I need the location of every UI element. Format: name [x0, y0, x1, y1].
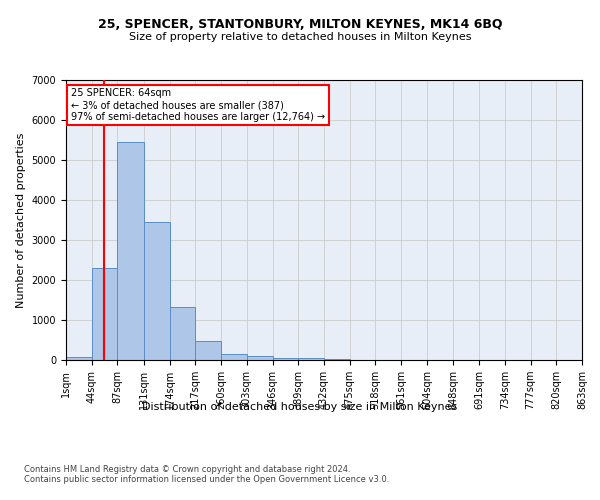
Bar [144, 222, 170, 360]
Text: Contains HM Land Registry data © Crown copyright and database right 2024.
Contai: Contains HM Land Registry data © Crown c… [24, 465, 389, 484]
Bar [66, 357, 92, 360]
Text: 25, SPENCER, STANTONBURY, MILTON KEYNES, MK14 6BQ: 25, SPENCER, STANTONBURY, MILTON KEYNES,… [98, 18, 502, 30]
Text: 25 SPENCER: 64sqm
← 3% of detached houses are smaller (387)
97% of semi-detached: 25 SPENCER: 64sqm ← 3% of detached house… [71, 88, 325, 122]
Bar [298, 358, 324, 360]
Bar [221, 354, 247, 360]
Text: Size of property relative to detached houses in Milton Keynes: Size of property relative to detached ho… [129, 32, 471, 42]
Bar [324, 359, 350, 360]
Bar [272, 358, 298, 360]
Bar [247, 356, 272, 360]
Y-axis label: Number of detached properties: Number of detached properties [16, 132, 26, 308]
Bar [118, 142, 144, 360]
Bar [92, 268, 118, 360]
Text: Distribution of detached houses by size in Milton Keynes: Distribution of detached houses by size … [142, 402, 458, 412]
Bar [195, 341, 221, 360]
Bar [170, 307, 195, 360]
